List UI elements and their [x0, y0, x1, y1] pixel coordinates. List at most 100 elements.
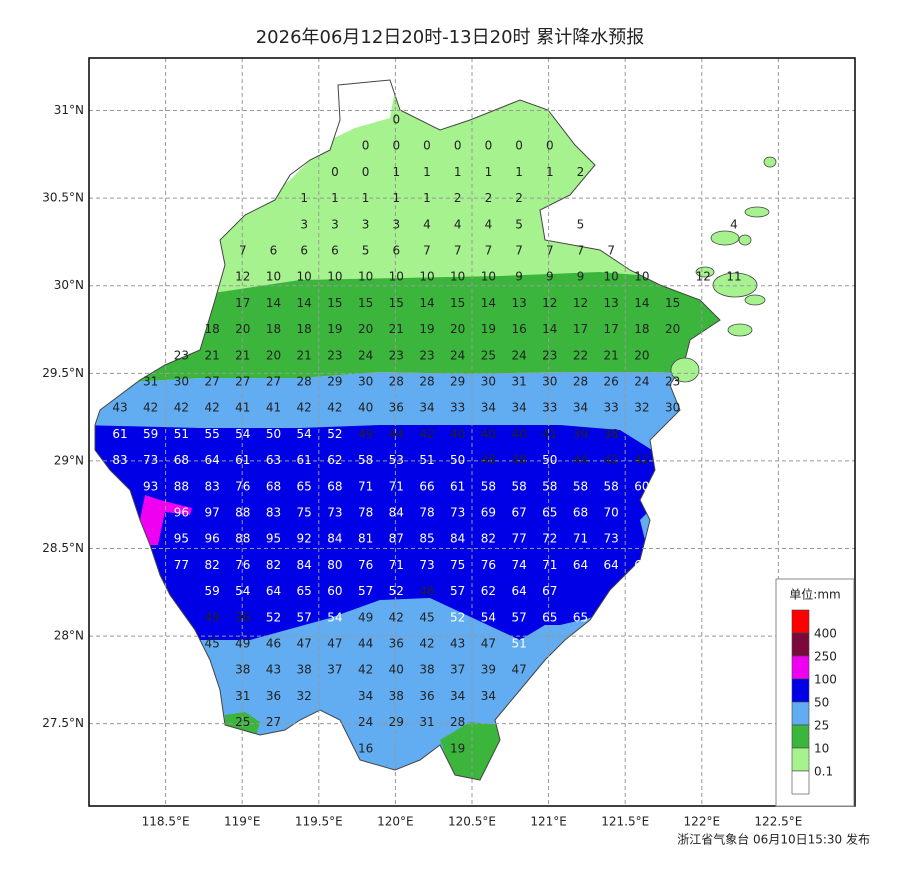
precip-value: 21 [604, 348, 619, 362]
precip-value: 76 [235, 558, 250, 572]
legend-level: 100 [814, 673, 837, 687]
precip-value: 76 [358, 558, 373, 572]
precip-value: 24 [511, 348, 526, 362]
precip-value: 1 [546, 165, 554, 179]
precip-value: 65 [297, 479, 312, 493]
precip-value: 48 [511, 453, 526, 467]
precip-value: 58 [604, 479, 619, 493]
precip-value: 31 [143, 375, 158, 389]
precip-value: 11 [726, 270, 741, 284]
precip-value: 88 [174, 479, 189, 493]
precip-value: 14 [542, 322, 557, 336]
precip-value: 18 [297, 322, 312, 336]
legend-level: 400 [814, 627, 837, 641]
precip-value: 60 [634, 479, 649, 493]
precip-value: 27 [266, 715, 281, 729]
legend-level: 250 [814, 650, 837, 664]
precip-value: 14 [634, 296, 649, 310]
precip-value: 59 [143, 427, 158, 441]
precip-value: 20 [634, 348, 649, 362]
precip-value: 6 [270, 244, 278, 258]
precip-value: 6 [300, 244, 308, 258]
precip-value: 42 [327, 401, 342, 415]
precip-value: 7 [546, 244, 554, 258]
precip-value: 54 [481, 610, 496, 624]
precip-value: 38 [235, 663, 250, 677]
precip-value: 61 [450, 479, 465, 493]
precip-value: 42 [389, 610, 404, 624]
precip-value: 71 [573, 532, 588, 546]
precip-value: 76 [235, 479, 250, 493]
precip-value: 23 [419, 348, 434, 362]
y-tick-label: 30°N [54, 278, 84, 292]
precip-value: 10 [327, 270, 342, 284]
precip-value: 92 [297, 532, 312, 546]
precip-value: 1 [454, 165, 462, 179]
precip-value: 28 [419, 375, 434, 389]
precip-value: 71 [542, 558, 557, 572]
precip-value: 29 [389, 715, 404, 729]
precip-value: 23 [389, 348, 404, 362]
precip-value: 95 [266, 532, 281, 546]
precip-value: 18 [266, 322, 281, 336]
precip-value: 44 [358, 637, 373, 651]
precip-value: 57 [297, 610, 312, 624]
precip-value: 7 [485, 244, 493, 258]
precip-value: 7 [239, 244, 247, 258]
precip-value: 13 [511, 296, 526, 310]
precip-value: 2 [515, 191, 523, 205]
precip-value: 29 [450, 375, 465, 389]
precip-value: 15 [389, 296, 404, 310]
precip-value: 71 [389, 558, 404, 572]
precip-value: 27 [204, 375, 219, 389]
precip-value: 82 [481, 532, 496, 546]
precip-value: 64 [511, 584, 526, 598]
x-tick-label: 119.5°E [295, 815, 343, 829]
precip-value: 54 [235, 584, 250, 598]
precip-value: 58 [358, 453, 373, 467]
precip-value: 20 [266, 348, 281, 362]
precip-value: 36 [235, 610, 250, 624]
precip-value: 73 [450, 506, 465, 520]
precip-value: 36 [419, 689, 434, 703]
precip-value: 43 [266, 663, 281, 677]
precip-value: 49 [204, 610, 219, 624]
precip-value: 58 [511, 479, 526, 493]
precip-value: 47 [297, 637, 312, 651]
precip-value: 65 [573, 610, 588, 624]
precip-value: 43 [450, 637, 465, 651]
precip-value: 10 [266, 270, 281, 284]
x-tick-label: 122°E [684, 815, 721, 829]
precip-value: 68 [573, 506, 588, 520]
precip-value: 21 [235, 348, 250, 362]
precip-value: 82 [204, 558, 219, 572]
precip-value: 31 [511, 375, 526, 389]
precip-value: 28 [450, 715, 465, 729]
precip-value: 42 [297, 401, 312, 415]
precip-value: 7 [454, 244, 462, 258]
precip-value: 61 [297, 453, 312, 467]
precip-value: 68 [266, 479, 281, 493]
precip-value: 4 [454, 217, 462, 231]
precip-value: 61 [235, 453, 250, 467]
precip-value: 28 [573, 375, 588, 389]
precip-value: 88 [235, 532, 250, 546]
precip-value: 96 [204, 532, 219, 546]
precip-value: 3 [331, 217, 339, 231]
precip-value: 57 [450, 584, 465, 598]
precip-value: 9 [577, 270, 585, 284]
precip-value: 1 [515, 165, 523, 179]
x-tick-label: 121.5°E [601, 815, 649, 829]
precip-value: 65 [542, 506, 557, 520]
precip-value: 15 [327, 296, 342, 310]
precip-value: 37 [327, 663, 342, 677]
precip-value: 75 [450, 558, 465, 572]
precip-value: 51 [511, 637, 526, 651]
precip-value: 95 [174, 532, 189, 546]
precip-value: 19 [450, 741, 465, 755]
precip-value: 76 [481, 558, 496, 572]
precip-value: 40 [511, 427, 526, 441]
precip-value: 12 [235, 270, 250, 284]
precip-value: 81 [358, 532, 373, 546]
province-outline [94, 79, 721, 781]
